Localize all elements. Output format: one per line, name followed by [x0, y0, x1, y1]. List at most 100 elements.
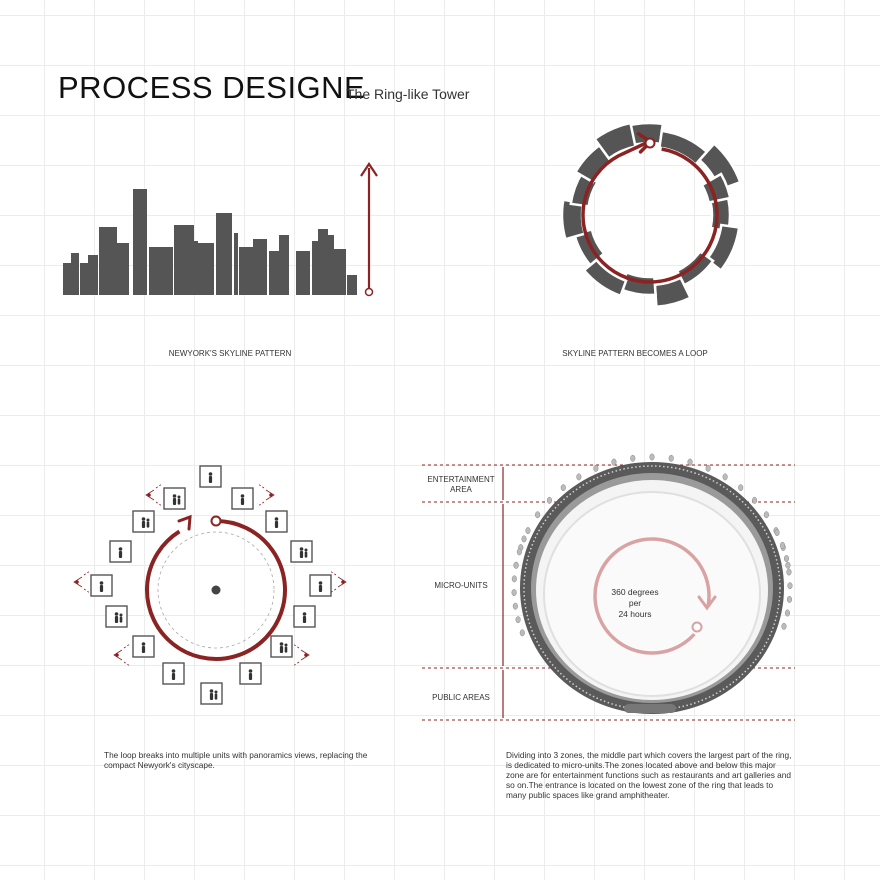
eye-pupil	[304, 653, 308, 657]
skyline-bar	[216, 213, 232, 295]
unit-cells	[90, 465, 332, 705]
loop-segments	[560, 121, 742, 309]
skyline-bar	[318, 229, 328, 295]
sightline	[292, 643, 300, 649]
skyline-arrow-origin	[364, 287, 374, 297]
skyline-bar	[88, 255, 98, 295]
eye-outline	[113, 649, 123, 661]
balcony	[525, 527, 531, 535]
person-icon	[208, 472, 213, 476]
loop-segment	[618, 270, 657, 297]
rotation-label: 360 degrees per 24 hours	[595, 587, 675, 620]
rotation-arrow-head	[697, 595, 717, 611]
skyline-bar	[194, 241, 198, 295]
loop-segment	[704, 223, 741, 273]
rotation-label-line2: per	[628, 598, 642, 608]
person-body	[99, 585, 104, 592]
units-center-dot	[211, 585, 221, 595]
skyline-bar	[269, 251, 279, 295]
units-arrow	[145, 519, 287, 661]
eye-pupil	[75, 580, 79, 584]
page-subtitle: The Ring-like Tower	[346, 86, 470, 102]
person-body	[177, 498, 181, 505]
loop-segment	[569, 170, 600, 208]
loop-segment	[697, 141, 742, 192]
unit-cell	[132, 510, 155, 533]
sightline	[83, 570, 91, 576]
unit-cell-frame	[132, 510, 155, 533]
unit-cell	[105, 605, 128, 628]
skyline-bar	[71, 253, 79, 295]
units-description: The loop breaks into multiple units with…	[104, 750, 368, 770]
person-body	[284, 646, 288, 653]
skyline-bar	[63, 263, 71, 295]
balcony	[784, 609, 791, 617]
person-body	[141, 521, 146, 528]
person-icon	[177, 495, 181, 499]
balcony	[630, 454, 636, 462]
balcony	[521, 535, 527, 543]
balcony	[779, 541, 786, 549]
unit-cell	[309, 574, 332, 597]
balcony	[649, 453, 655, 461]
sightline	[257, 483, 265, 489]
tower-entrance	[624, 704, 676, 713]
skyline-bar	[334, 249, 346, 295]
person-body	[118, 551, 123, 558]
balcony	[773, 527, 779, 535]
unit-cell	[163, 487, 186, 510]
unit-cell-frame	[105, 605, 128, 628]
unit-cell-frame	[239, 662, 262, 685]
eye-pupil	[341, 580, 345, 584]
person-body	[304, 551, 308, 558]
skyline-bar	[253, 239, 267, 295]
person-icon	[119, 613, 123, 617]
loop-segment	[709, 196, 732, 234]
loop-segment	[560, 198, 587, 241]
person-body	[240, 498, 245, 505]
balcony	[516, 548, 522, 556]
unit-cell	[239, 662, 262, 685]
view-eyes	[73, 483, 347, 667]
loop-segment	[572, 227, 606, 267]
rotation-label-line3: 24 hours	[618, 609, 652, 619]
page-title: PROCESS DESIGNE	[58, 70, 366, 105]
eye-icon	[113, 643, 131, 667]
balcony	[519, 629, 525, 637]
person-body	[302, 616, 307, 623]
loop-segment	[653, 276, 693, 309]
zone-label-entertainment-line1: ENTERTAINMENT	[427, 475, 495, 484]
sightline	[123, 643, 131, 649]
person-icon	[141, 517, 146, 521]
balcony	[511, 575, 517, 583]
unit-cell-frame	[199, 465, 222, 488]
rotation-arrow-origin	[691, 621, 703, 633]
skyline-bar	[80, 263, 88, 295]
unit-cell-frame	[132, 635, 155, 658]
person-icon	[318, 581, 323, 585]
balcony	[513, 561, 519, 569]
person-body	[279, 646, 284, 653]
skyline-bar	[234, 233, 238, 295]
eye-icon	[73, 570, 91, 594]
person-body	[119, 616, 123, 623]
unit-cell	[265, 510, 288, 533]
unit-cell-frame	[309, 574, 332, 597]
balcony	[774, 529, 780, 537]
eye-outline	[265, 489, 275, 501]
person-body	[214, 693, 218, 700]
balcony	[722, 473, 728, 481]
loop-segment	[573, 143, 613, 184]
loop-arrow	[581, 140, 719, 284]
balcony	[560, 484, 566, 492]
person-icon	[214, 690, 218, 694]
skyline-bar	[149, 247, 173, 295]
person-body	[318, 585, 323, 592]
skyline-bar	[347, 275, 357, 295]
loop-arrow-head	[636, 132, 654, 154]
person-icon	[171, 669, 176, 673]
person-icon	[240, 494, 245, 498]
person-icon	[172, 494, 177, 498]
person-body	[274, 521, 279, 528]
